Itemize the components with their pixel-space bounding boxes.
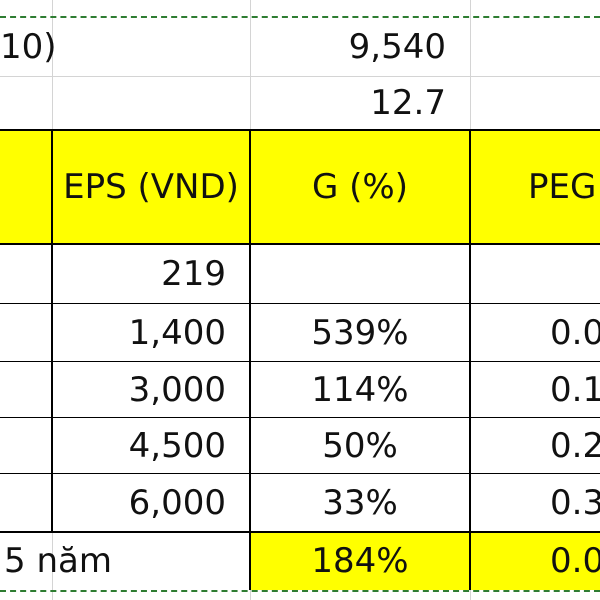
copy-marquee-bottom: [0, 590, 600, 592]
cell-text: 4,500: [128, 426, 226, 466]
summary-label-cell[interactable]: 5 năm: [0, 532, 250, 590]
cell-text: 539%: [311, 313, 409, 353]
row-border: [0, 303, 600, 304]
cell-top-value-2[interactable]: 12.7: [250, 76, 470, 130]
cell-text: 9,540: [348, 27, 446, 67]
cell-text: 33%: [322, 483, 398, 523]
cell-text: 0.2: [550, 426, 600, 466]
header-cell-blank[interactable]: [0, 130, 52, 244]
header-peg-label: PEG: [528, 167, 597, 207]
cell-text: 0.1: [550, 370, 600, 410]
cell-text: 1,400: [128, 313, 226, 353]
growth-cell-row-2[interactable]: 539%: [250, 304, 470, 362]
cell-text: 12.7: [370, 83, 446, 123]
row-border: [0, 473, 600, 474]
peg-cell-row-3[interactable]: 0.1: [470, 362, 600, 418]
header-peg[interactable]: PEG: [470, 130, 600, 244]
table-border-body-bottom: [0, 531, 600, 533]
cell-text: 114%: [311, 370, 409, 410]
column-border: [469, 130, 471, 590]
cell-text: 219: [161, 254, 226, 294]
column-border: [249, 130, 251, 590]
cell-text: 50%: [322, 426, 398, 466]
eps-cell-row-1[interactable]: 219: [52, 244, 250, 304]
header-growth[interactable]: G (%): [250, 130, 470, 244]
growth-cell-row-3[interactable]: 114%: [250, 362, 470, 418]
peg-cell-row-4[interactable]: 0.2: [470, 418, 600, 474]
peg-cell-row-5[interactable]: 0.3: [470, 474, 600, 532]
cell-text: 3,000: [128, 370, 226, 410]
cell-top-value-1[interactable]: 9,540: [250, 18, 470, 76]
column-border: [51, 130, 53, 532]
peg-cell-row-2[interactable]: 0.0: [470, 304, 600, 362]
summary-growth-cell[interactable]: 184%: [250, 532, 470, 590]
copy-marquee-top: [0, 16, 600, 18]
cell-text: 10): [0, 27, 57, 67]
cell-top-label[interactable]: 10): [0, 18, 250, 76]
cell-text: 184%: [311, 541, 409, 581]
summary-peg-cell[interactable]: 0.0: [470, 532, 600, 590]
summary-label: 5 năm: [4, 541, 112, 581]
growth-cell-row-1[interactable]: [250, 244, 470, 304]
peg-cell-row-1[interactable]: [470, 244, 600, 304]
eps-cell-row-2[interactable]: 1,400: [52, 304, 250, 362]
table-border-top: [0, 129, 600, 131]
cell-text: 0.0: [550, 541, 600, 581]
growth-cell-row-5[interactable]: 33%: [250, 474, 470, 532]
growth-cell-row-4[interactable]: 50%: [250, 418, 470, 474]
header-eps-label: EPS (VND): [63, 167, 239, 207]
eps-cell-row-3[interactable]: 3,000: [52, 362, 250, 418]
table-border-header-bottom: [0, 243, 600, 245]
header-eps[interactable]: EPS (VND): [52, 130, 250, 244]
cell-text: 6,000: [128, 483, 226, 523]
header-growth-label: G (%): [312, 167, 408, 207]
eps-cell-row-5[interactable]: 6,000: [52, 474, 250, 532]
row-border: [0, 417, 600, 418]
cell-text: 0.0: [550, 313, 600, 353]
gridline-horizontal: [0, 76, 600, 77]
row-border: [0, 361, 600, 362]
eps-cell-row-4[interactable]: 4,500: [52, 418, 250, 474]
cell-text: 0.3: [550, 483, 600, 523]
